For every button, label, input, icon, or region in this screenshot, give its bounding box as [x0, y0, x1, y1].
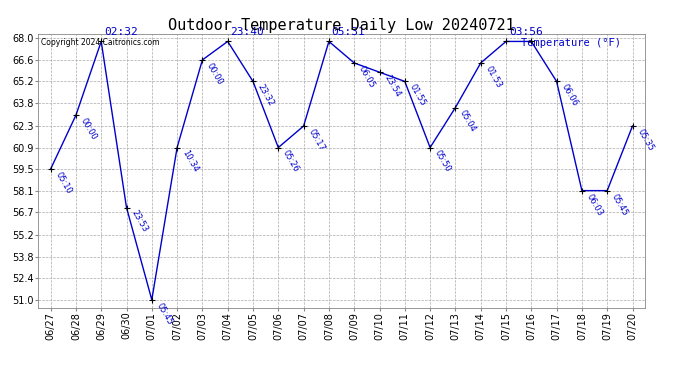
- Text: 02:32: 02:32: [104, 27, 138, 37]
- Text: 23:54: 23:54: [382, 74, 402, 99]
- Text: 03:56: 03:56: [509, 27, 542, 37]
- Text: 06:03: 06:03: [584, 192, 604, 217]
- Text: 05:31: 05:31: [332, 27, 366, 37]
- Text: 05:50: 05:50: [433, 149, 453, 174]
- Text: Copyright 2024 Caitronics.com: Copyright 2024 Caitronics.com: [41, 38, 159, 47]
- Text: 23:40: 23:40: [230, 27, 264, 37]
- Text: 23:53: 23:53: [129, 209, 149, 234]
- Text: 05:17: 05:17: [306, 128, 326, 153]
- Text: 10:34: 10:34: [180, 149, 199, 174]
- Title: Outdoor Temperature Daily Low 20240721: Outdoor Temperature Daily Low 20240721: [168, 18, 515, 33]
- Text: 01:53: 01:53: [484, 64, 503, 90]
- Text: 05:10: 05:10: [53, 171, 73, 195]
- Text: 23:32: 23:32: [256, 83, 275, 108]
- Text: 01:55: 01:55: [408, 83, 427, 108]
- Text: 05:45: 05:45: [155, 301, 175, 326]
- Text: 05:35: 05:35: [635, 128, 655, 153]
- Text: 00:00: 00:00: [79, 117, 99, 142]
- Text: 05:04: 05:04: [458, 109, 478, 134]
- Text: Temperature (°F): Temperature (°F): [521, 38, 621, 48]
- Text: 06:06: 06:06: [560, 83, 579, 108]
- Text: 00:00: 00:00: [205, 61, 225, 86]
- Text: 05:45: 05:45: [610, 192, 630, 217]
- Text: 05:26: 05:26: [281, 149, 301, 174]
- Text: 06:05: 06:05: [357, 64, 377, 90]
